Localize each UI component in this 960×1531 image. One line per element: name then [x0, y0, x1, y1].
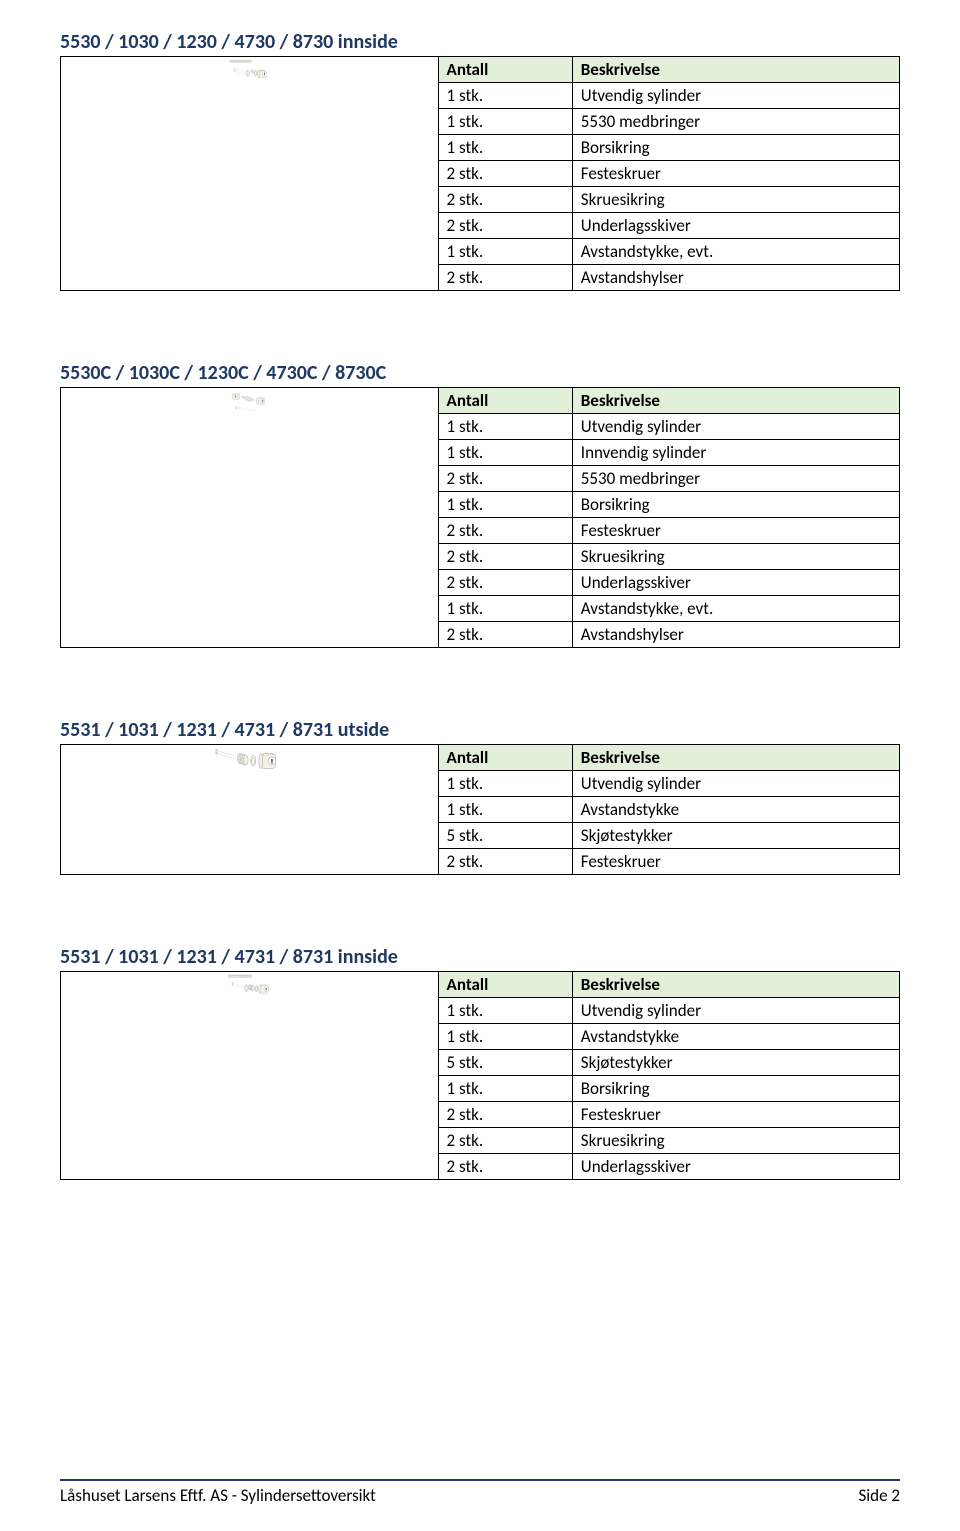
page-footer: Låshuset Larsens Eftf. AS - Sylindersett… — [60, 1479, 900, 1506]
exploded-diagram — [61, 972, 438, 997]
qty-cell: 2 stk. — [438, 518, 572, 544]
qty-cell: 2 stk. — [438, 1102, 572, 1128]
desc-cell: Skruesikring — [572, 187, 899, 213]
parts-table: AntallBeskrivelse1 stk.Utvendig sylinder… — [60, 56, 900, 291]
qty-cell: 1 stk. — [438, 440, 572, 466]
desc-cell: Utvendig sylinder — [572, 83, 899, 109]
qty-cell: 1 stk. — [438, 998, 572, 1024]
desc-cell: Avstandshylser — [572, 265, 899, 291]
desc-header: Beskrivelse — [572, 57, 899, 83]
desc-cell: Festeskruer — [572, 518, 899, 544]
qty-cell: 1 stk. — [438, 109, 572, 135]
parts-table: AntallBeskrivelse1 stk.Utvendig sylinder… — [60, 387, 900, 648]
parts-table: AntallBeskrivelse1 stk.Utvendig sylinder… — [60, 971, 900, 1180]
section-title: 5530C / 1030C / 1230C / 4730C / 8730C — [60, 361, 900, 385]
desc-cell: Utvendig sylinder — [572, 414, 899, 440]
qty-cell: 2 stk. — [438, 466, 572, 492]
qty-cell: 2 stk. — [438, 161, 572, 187]
exploded-diagram — [61, 388, 438, 413]
desc-cell: 5530 medbringer — [572, 466, 899, 492]
desc-header: Beskrivelse — [572, 972, 899, 998]
desc-cell: Avstandstykke — [572, 1024, 899, 1050]
desc-cell: Festeskruer — [572, 1102, 899, 1128]
parts-section: 5530 / 1030 / 1230 / 4730 / 8730 innside — [60, 30, 900, 291]
parts-section: 5530C / 1030C / 1230C / 4730C / 8730C — [60, 361, 900, 648]
desc-cell: Avstandshylser — [572, 622, 899, 648]
desc-cell: Festeskruer — [572, 161, 899, 187]
qty-cell: 1 stk. — [438, 239, 572, 265]
parts-section: 5531 / 1031 / 1231 / 4731 / 8731 utside — [60, 718, 900, 875]
qty-cell: 2 stk. — [438, 849, 572, 875]
desc-cell: Utvendig sylinder — [572, 771, 899, 797]
diagram-cell — [61, 57, 439, 291]
qty-cell: 1 stk. — [438, 797, 572, 823]
qty-cell: 1 stk. — [438, 771, 572, 797]
parts-table: AntallBeskrivelse1 stk.Utvendig sylinder… — [60, 744, 900, 875]
section-title: 5531 / 1031 / 1231 / 4731 / 8731 utside — [60, 718, 900, 742]
section-title: 5531 / 1031 / 1231 / 4731 / 8731 innside — [60, 945, 900, 969]
section-title: 5530 / 1030 / 1230 / 4730 / 8730 innside — [60, 30, 900, 54]
footer-rule — [60, 1479, 900, 1481]
footer-left: Låshuset Larsens Eftf. AS - Sylindersett… — [60, 1485, 376, 1506]
qty-header: Antall — [438, 57, 572, 83]
qty-cell: 1 stk. — [438, 414, 572, 440]
desc-cell: Utvendig sylinder — [572, 998, 899, 1024]
desc-cell: Underlagsskiver — [572, 1154, 899, 1180]
parts-section: 5531 / 1031 / 1231 / 4731 / 8731 innside — [60, 945, 900, 1180]
qty-cell: 1 stk. — [438, 1024, 572, 1050]
desc-cell: Innvendig sylinder — [572, 440, 899, 466]
qty-header: Antall — [438, 388, 572, 414]
diagram-cell — [61, 388, 439, 648]
qty-cell: 2 stk. — [438, 213, 572, 239]
exploded-diagram — [61, 745, 438, 770]
qty-cell: 5 stk. — [438, 823, 572, 849]
qty-cell: 1 stk. — [438, 492, 572, 518]
desc-cell: Borsikring — [572, 492, 899, 518]
desc-cell: Underlagsskiver — [572, 570, 899, 596]
desc-header: Beskrivelse — [572, 388, 899, 414]
desc-header: Beskrivelse — [572, 745, 899, 771]
qty-cell: 2 stk. — [438, 265, 572, 291]
desc-cell: Skruesikring — [572, 1128, 899, 1154]
desc-cell: Avstandstykke — [572, 797, 899, 823]
qty-cell: 2 stk. — [438, 1128, 572, 1154]
qty-cell: 1 stk. — [438, 1076, 572, 1102]
qty-cell: 5 stk. — [438, 1050, 572, 1076]
desc-cell: Underlagsskiver — [572, 213, 899, 239]
footer-right: Side 2 — [858, 1485, 900, 1506]
desc-cell: Avstandstykke, evt. — [572, 239, 899, 265]
diagram-cell — [61, 745, 439, 875]
qty-cell: 1 stk. — [438, 596, 572, 622]
qty-cell: 2 stk. — [438, 570, 572, 596]
desc-cell: Borsikring — [572, 135, 899, 161]
exploded-diagram — [61, 57, 438, 82]
desc-cell: Skruesikring — [572, 544, 899, 570]
desc-cell: Borsikring — [572, 1076, 899, 1102]
qty-header: Antall — [438, 745, 572, 771]
qty-cell: 1 stk. — [438, 135, 572, 161]
desc-cell: Skjøtestykker — [572, 823, 899, 849]
qty-header: Antall — [438, 972, 572, 998]
desc-cell: Skjøtestykker — [572, 1050, 899, 1076]
qty-cell: 1 stk. — [438, 83, 572, 109]
qty-cell: 2 stk. — [438, 187, 572, 213]
desc-cell: Festeskruer — [572, 849, 899, 875]
qty-cell: 2 stk. — [438, 544, 572, 570]
diagram-cell — [61, 972, 439, 1180]
desc-cell: Avstandstykke, evt. — [572, 596, 899, 622]
qty-cell: 2 stk. — [438, 1154, 572, 1180]
desc-cell: 5530 medbringer — [572, 109, 899, 135]
qty-cell: 2 stk. — [438, 622, 572, 648]
